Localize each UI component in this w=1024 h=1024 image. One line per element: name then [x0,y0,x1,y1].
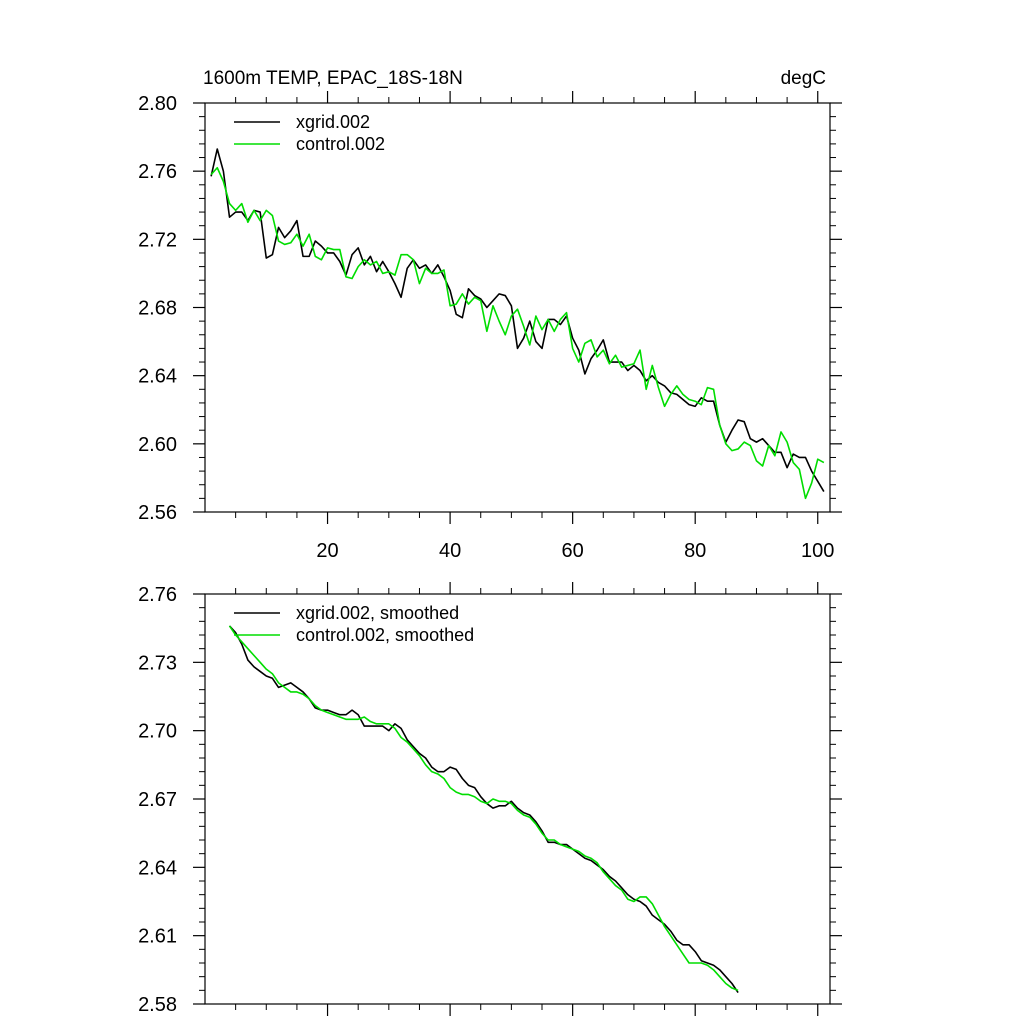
top-panel-ticks: 2.56 2.60 2.64 2.68 2.72 2.76 2.80 20 40 60 80 100 [138,91,842,562]
bottom-series-control-line [228,625,739,992]
top-panel-series [210,148,825,500]
bottom-series-xgrid-line [228,625,739,994]
bottom-panel-ticks: 2.58 2.61 2.64 2.67 2.70 2.73 2.76 [138,582,842,1016]
top-ytick-label: 2.64 [138,366,177,388]
bottom-ytick-label: 2.64 [138,857,177,879]
bottom-legend-label: xgrid.002, smoothed [296,603,459,623]
bottom-legend-label: control.002, smoothed [296,625,474,645]
top-xtick-label: 100 [801,540,834,562]
top-legend-label: control.002 [296,134,385,154]
top-xtick-label: 40 [439,540,461,562]
bottom-ytick-label: 2.61 [138,926,177,948]
top-ytick-label: 2.68 [138,298,177,320]
top-series-control-line [210,166,825,500]
top-ytick-label: 2.72 [138,229,177,251]
bottom-panel-minor-ticks [199,588,836,1010]
top-xtick-label: 20 [316,540,338,562]
top-legend-label: xgrid.002 [296,112,370,132]
chart-header-units: degC [781,68,826,89]
top-ytick-label: 2.56 [138,502,177,524]
top-ytick-label: 2.60 [138,434,177,456]
top-xtick-label: 80 [684,540,706,562]
bottom-ytick-label: 2.70 [138,721,177,743]
bottom-ytick-label: 2.76 [138,584,177,606]
bottom-ytick-label: 2.67 [138,789,177,811]
bottom-ytick-label: 2.58 [138,994,177,1016]
chart-header-left: 1600m TEMP, EPAC_18S-18N [203,68,463,89]
top-xtick-label: 60 [562,540,584,562]
top-ytick-label: 2.80 [138,93,177,115]
top-panel-minor-ticks [199,97,836,518]
bottom-panel-series [228,625,739,994]
top-ytick-label: 2.76 [138,161,177,183]
bottom-ytick-label: 2.73 [138,652,177,674]
bottom-panel: 2.58 2.61 2.64 2.67 2.70 2.73 2.76 xgrid.002, … [138,582,842,1016]
